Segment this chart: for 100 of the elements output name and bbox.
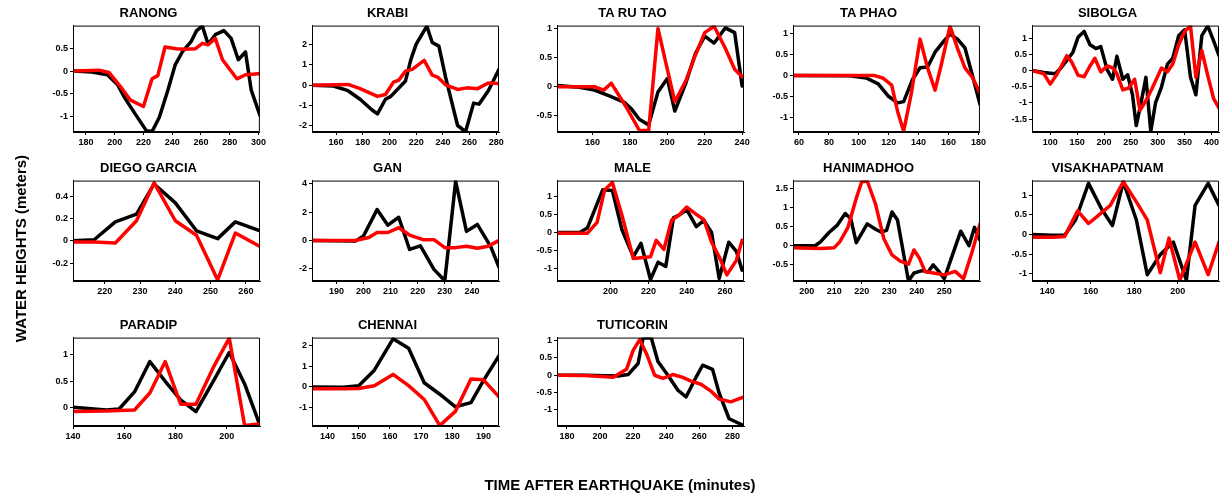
x-tick-label: 260: [193, 136, 209, 147]
y-tick-label: -1: [59, 111, 68, 122]
x-tick-label: 190: [475, 430, 491, 441]
x-tick-label: 220: [135, 136, 151, 147]
chart-title: VISAKHAPATNAM: [1051, 160, 1164, 176]
x-tick-label: 230: [437, 285, 453, 296]
x-tick-label: 160: [1083, 285, 1099, 296]
y-tick-label: -0.5: [536, 245, 552, 256]
x-tick-label: 180: [970, 136, 986, 147]
x-tick-label: 220: [625, 430, 641, 441]
y-tick-label: 1.5: [775, 182, 788, 193]
y-tick-label: 1: [1021, 32, 1027, 43]
x-tick-label: 230: [132, 285, 148, 296]
x-tick-label: 280: [488, 136, 504, 147]
x-tick-label: 160: [585, 136, 601, 147]
x-tick-label: 140: [911, 136, 927, 147]
x-tick-label: 200: [602, 285, 618, 296]
x-tick-label: 260: [717, 285, 733, 296]
chart-title: HANIMADHOO: [823, 160, 914, 176]
x-tick-label: 400: [1203, 136, 1219, 147]
x-tick-label: 150: [1069, 136, 1085, 147]
y-tick-label: -0.5: [1011, 248, 1027, 259]
x-tick-label: 200: [799, 285, 815, 296]
x-tick-label: 180: [444, 430, 460, 441]
x-tick-label: 140: [320, 430, 336, 441]
y-tick-label: 0.5: [539, 352, 552, 363]
y-tick-label: 0.4: [55, 190, 68, 201]
x-tick-label: 140: [65, 430, 81, 441]
chart-title: PARADIP: [119, 317, 178, 333]
x-tick-label: 220: [408, 136, 424, 147]
x-tick-label: 180: [559, 430, 575, 441]
y-tick-label: 2: [301, 39, 307, 49]
y-tick-label: -0.5: [52, 88, 68, 99]
y-tick-label: 1: [1021, 189, 1027, 200]
y-tick-label: 0.5: [775, 221, 788, 232]
x-tick-label: 120: [881, 136, 897, 147]
x-tick-label: 170: [413, 430, 429, 441]
x-tick-label: 150: [351, 430, 367, 441]
y-tick-label: 0: [546, 226, 552, 237]
y-tick-label: 1: [301, 360, 307, 371]
x-tick-label: 300: [250, 136, 266, 147]
y-tick-label: 0: [1021, 65, 1027, 76]
x-tick-label: 60: [793, 136, 804, 147]
x-axis-title: TIME AFTER EARTHQUAKE (minutes): [483, 476, 757, 493]
y-tick-label: -0.5: [772, 91, 788, 102]
y-tick-label: 1: [301, 59, 307, 70]
y-tick-label: 1: [782, 201, 788, 212]
x-tick-label: 300: [1150, 136, 1166, 147]
x-tick-label: 200: [219, 430, 235, 441]
x-tick-label: 260: [238, 285, 254, 296]
x-tick-label: 200: [592, 430, 608, 441]
y-tick-label: 0: [301, 79, 307, 90]
x-tick-label: 160: [382, 430, 398, 441]
y-tick-label: 0.5: [55, 375, 68, 386]
x-tick-label: 240: [464, 285, 480, 296]
x-tick-label: 250: [1123, 136, 1139, 147]
chart-title: CHENNAI: [357, 317, 418, 333]
y-tick-label: 1: [546, 190, 552, 201]
x-tick-label: 220: [97, 285, 113, 296]
x-tick-label: 280: [222, 136, 238, 147]
x-tick-label: 240: [909, 285, 925, 296]
x-tick-label: 220: [410, 285, 426, 296]
chart-title: KRABI: [366, 5, 409, 21]
x-tick-label: 210: [383, 285, 399, 296]
y-tick-label: 1: [546, 22, 552, 33]
chart-title: TUTICORIN: [597, 317, 668, 333]
y-tick-label: 0: [62, 65, 68, 76]
y-tick-label: 0: [782, 240, 788, 251]
x-tick-label: 100: [1042, 136, 1058, 147]
x-tick-label: 190: [328, 285, 344, 296]
y-tick-label: 0: [546, 369, 552, 380]
y-tick-label: -2: [298, 263, 307, 274]
chart-title: RANONG: [119, 5, 178, 21]
x-tick-label: 200: [355, 285, 372, 296]
x-tick-label: 180: [167, 430, 183, 441]
x-tick-label: 250: [936, 285, 952, 296]
y-tick-label: -1: [298, 402, 307, 413]
y-tick-label: -2: [298, 120, 307, 131]
y-tick-label: -1: [298, 100, 307, 111]
y-tick-label: -0.5: [536, 386, 552, 397]
y-tick-label: -0.5: [772, 259, 788, 270]
x-tick-label: 200: [107, 136, 123, 147]
y-tick-label: -1: [1018, 97, 1027, 108]
x-tick-label: 240: [658, 430, 674, 441]
y-tick-label: 2: [301, 206, 307, 217]
y-tick-label: 0.5: [775, 48, 788, 59]
chart-title: SIBOLGA: [1077, 5, 1138, 21]
x-tick-label: 240: [734, 136, 750, 147]
y-tick-label: -1.5: [1011, 113, 1027, 124]
x-tick-label: 180: [1126, 285, 1142, 296]
x-tick-label: 160: [116, 430, 132, 441]
x-tick-label: 230: [881, 285, 897, 296]
y-tick-label: -1: [779, 112, 788, 123]
y-tick-label: -1: [543, 404, 552, 415]
x-tick-label: 220: [641, 285, 657, 296]
chart-title: MALE: [614, 160, 652, 176]
x-tick-label: 160: [328, 136, 344, 147]
y-tick-label: 0.5: [539, 208, 552, 219]
chart-title: TA PHAO: [839, 5, 898, 21]
y-tick-label: -1: [543, 263, 552, 274]
